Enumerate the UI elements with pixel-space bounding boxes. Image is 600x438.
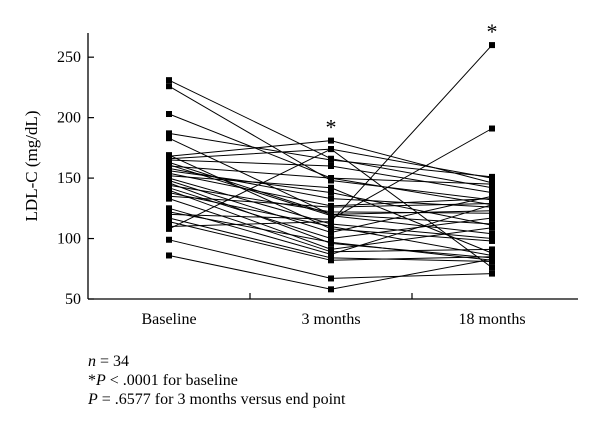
data-point <box>489 214 495 221</box>
data-point <box>166 195 172 202</box>
data-point <box>328 208 334 215</box>
data-point <box>166 77 172 84</box>
data-point <box>489 193 495 200</box>
data-point <box>166 135 172 142</box>
chart-labels: 50 100 150 200 250 Baseline 3 months 18 months L… <box>22 19 526 328</box>
chart-axes <box>87 33 578 300</box>
data-markers <box>166 42 495 293</box>
data-point <box>328 204 334 211</box>
data-point <box>328 257 334 264</box>
data-point <box>489 125 495 132</box>
data-point <box>166 236 172 243</box>
data-point <box>489 246 495 253</box>
data-point <box>166 214 172 221</box>
data-point <box>328 275 334 282</box>
data-point <box>166 130 172 137</box>
data-point <box>328 175 334 182</box>
endpoint-p-text: = .6577 for 3 months versus end point <box>97 391 346 408</box>
n-value: = 34 <box>96 353 130 370</box>
data-point <box>166 205 172 212</box>
footnotes: n = 34 *P < .0001 for baseline P = .6577… <box>88 352 345 409</box>
data-point <box>328 189 334 196</box>
data-point <box>328 146 334 153</box>
data-point <box>489 230 495 237</box>
significance-star: * <box>326 115 337 140</box>
ldl-chart: 50 100 150 200 250 Baseline 3 months 18 months L… <box>22 19 578 328</box>
x-category-label: 18 months <box>458 311 525 328</box>
significance-star: * <box>487 19 498 44</box>
y-tick-label: 100 <box>57 231 81 248</box>
data-point <box>328 137 334 144</box>
data-point <box>166 218 172 225</box>
data-point <box>166 189 172 196</box>
p-symbol: P <box>88 391 98 408</box>
p-symbol: P <box>96 372 106 389</box>
data-point <box>489 201 495 208</box>
data-point <box>489 235 495 242</box>
data-point <box>489 42 495 49</box>
x-category-label: 3 months <box>301 311 360 328</box>
data-point <box>166 111 172 118</box>
y-tick-label: 250 <box>57 49 81 66</box>
data-point <box>328 286 334 293</box>
data-point <box>489 175 495 182</box>
data-point <box>489 189 495 196</box>
data-point <box>489 210 495 217</box>
data-point <box>489 184 495 191</box>
data-point <box>489 224 495 231</box>
data-point <box>328 223 334 230</box>
star-symbol: * <box>88 372 96 389</box>
x-category-label: Baseline <box>141 311 196 328</box>
data-point <box>328 184 334 191</box>
data-point <box>489 181 495 188</box>
data-point <box>328 229 334 236</box>
data-point <box>489 256 495 263</box>
data-point <box>328 235 334 242</box>
data-point <box>328 195 334 202</box>
data-point <box>328 251 334 258</box>
note-endpoint-p: P = .6577 for 3 months versus end point <box>88 390 345 409</box>
y-tick-label: 150 <box>57 170 81 187</box>
data-point <box>166 83 172 90</box>
data-point <box>166 211 172 218</box>
data-point <box>489 264 495 271</box>
data-point <box>489 270 495 277</box>
note-baseline-p: *P < .0001 for baseline <box>88 371 345 390</box>
data-point <box>328 163 334 169</box>
data-point <box>328 212 334 219</box>
n-symbol: n <box>88 353 96 370</box>
data-point <box>166 225 172 232</box>
y-axis-title: LDL-C (mg/dL) <box>22 111 41 222</box>
data-point <box>328 218 334 225</box>
data-point <box>328 239 334 246</box>
data-point <box>328 156 334 163</box>
note-sample-size: n = 34 <box>88 352 345 371</box>
baseline-p-text: < .0001 for baseline <box>105 372 238 389</box>
y-tick-label: 50 <box>65 291 81 308</box>
data-point <box>166 252 172 259</box>
y-tick-label: 200 <box>57 110 81 127</box>
